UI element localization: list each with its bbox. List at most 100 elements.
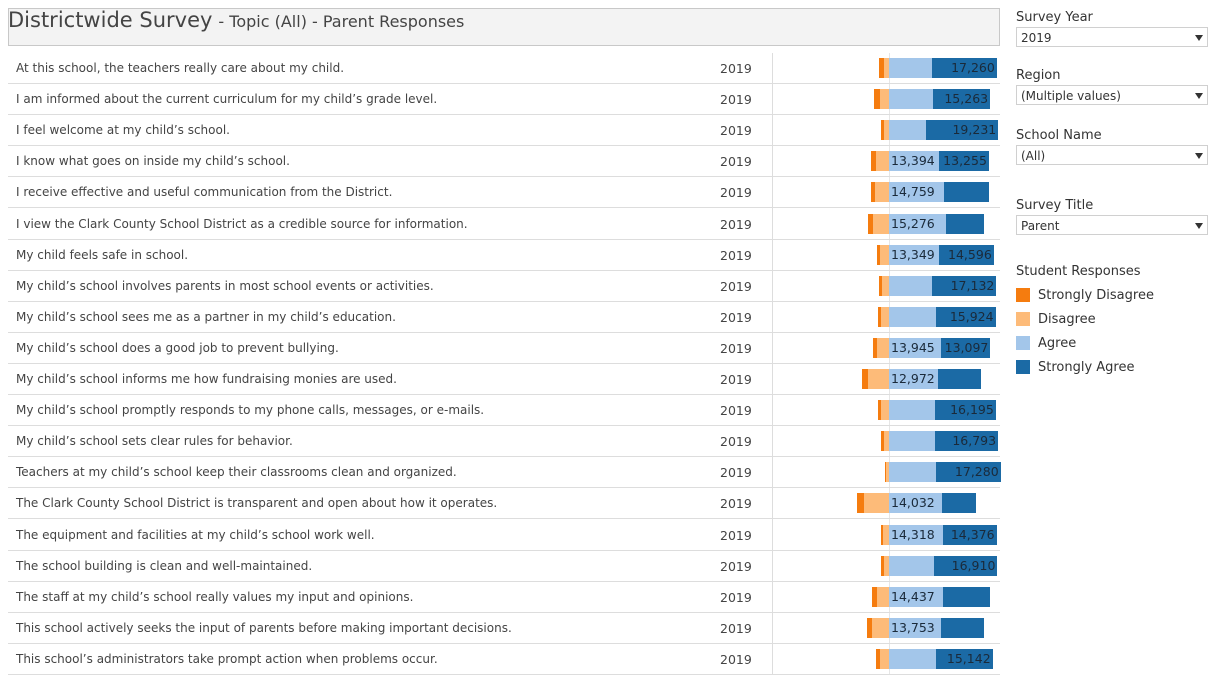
question: The Clark County School District is tran… bbox=[16, 496, 498, 511]
bar-segment bbox=[889, 369, 938, 389]
dropdown-arrow bbox=[1195, 93, 1203, 99]
bar-segment bbox=[889, 617, 941, 638]
question: I know what goes on inside my child’s sc… bbox=[16, 154, 290, 169]
bar-segment bbox=[862, 369, 868, 389]
bar-label: 15,276 bbox=[891, 215, 935, 231]
bar-segment bbox=[932, 275, 997, 296]
bar-segment bbox=[880, 648, 889, 669]
bar-segment bbox=[889, 555, 934, 576]
bar-segment bbox=[884, 555, 889, 576]
filter-value: (All) bbox=[1021, 149, 1046, 163]
year: 2019 bbox=[720, 558, 752, 574]
bar-segment bbox=[889, 244, 940, 265]
bar-label: 14,032 bbox=[891, 495, 935, 511]
bar-segment bbox=[889, 120, 927, 141]
bar-segment bbox=[881, 120, 885, 141]
arrow-shape bbox=[1195, 35, 1203, 41]
year: 2019 bbox=[720, 247, 752, 263]
survey-row: This school’s administrators take prompt… bbox=[8, 644, 1000, 675]
question: I am informed about the current curricul… bbox=[16, 92, 438, 107]
bar-segment bbox=[934, 555, 998, 576]
bar-label: 12,972 bbox=[891, 371, 935, 386]
legend-item: Disagree bbox=[1016, 307, 1154, 331]
bar-segment bbox=[875, 182, 889, 203]
question: I view the Clark County School District … bbox=[16, 216, 468, 231]
question: This school’s administrators take prompt… bbox=[16, 651, 438, 666]
question: My child’s school does a good job to pre… bbox=[16, 340, 339, 355]
bar-segment bbox=[879, 58, 885, 78]
year: 2019 bbox=[720, 403, 752, 419]
year: 2019 bbox=[720, 61, 752, 76]
filter-dropdown[interactable]: Parent bbox=[1016, 215, 1208, 235]
bar-segment bbox=[942, 524, 997, 545]
bar-segment bbox=[875, 151, 889, 172]
question: My child feels safe in school. bbox=[16, 247, 189, 262]
bar-segment bbox=[877, 337, 889, 358]
question: This school actively seeks the input of … bbox=[16, 620, 512, 635]
bar-segment bbox=[881, 524, 883, 545]
center-line bbox=[889, 53, 890, 675]
legend-swatch bbox=[1016, 312, 1030, 326]
bar-segment bbox=[889, 151, 940, 172]
bar-label: 13,394 bbox=[891, 153, 935, 169]
year: 2019 bbox=[720, 278, 752, 294]
question: The equipment and facilities at my child… bbox=[16, 527, 375, 542]
filter-value: Parent bbox=[1021, 219, 1060, 233]
bar-label: 13,945 bbox=[891, 339, 935, 355]
bar-segment bbox=[935, 431, 999, 452]
bar-label: 14,759 bbox=[891, 184, 935, 200]
bar-segment bbox=[867, 617, 873, 638]
survey-row: The Clark County School District is tran… bbox=[8, 488, 1000, 520]
bar-segment bbox=[889, 493, 942, 514]
bar-segment bbox=[941, 493, 976, 514]
column-divider bbox=[772, 53, 773, 675]
question: The school building is clean and well-ma… bbox=[16, 558, 313, 573]
bar-label: 16,195 bbox=[950, 402, 994, 418]
question: My child’s school informs me how fundrai… bbox=[16, 372, 397, 386]
question: My child’s school sets clear rules for b… bbox=[16, 434, 293, 449]
bar-segment bbox=[889, 431, 936, 452]
bar-segment bbox=[883, 524, 889, 545]
filter-value: (Multiple values) bbox=[1021, 89, 1121, 103]
filter-dropdown[interactable]: (All) bbox=[1016, 145, 1208, 165]
bar-label: 14,596 bbox=[948, 246, 992, 262]
question: Teachers at my child’s school keep their… bbox=[16, 465, 457, 480]
bar-label: 17,132 bbox=[950, 277, 995, 293]
legend-label: Strongly Disagree bbox=[1038, 287, 1154, 303]
arrow-shape bbox=[1195, 153, 1203, 159]
year: 2019 bbox=[720, 123, 752, 139]
bar-label: 17,260 bbox=[951, 60, 995, 75]
bar-segment bbox=[871, 182, 876, 203]
filter-dropdown[interactable]: 2019 bbox=[1016, 27, 1208, 47]
survey-row: My child’s school sets clear rules for b… bbox=[8, 426, 1000, 458]
bar-segment bbox=[889, 213, 947, 234]
bar-segment bbox=[874, 89, 880, 110]
year: 2019 bbox=[720, 465, 752, 481]
survey-row: The staff at my child’s school really va… bbox=[8, 582, 1000, 613]
filter-value: 2019 bbox=[1021, 31, 1052, 45]
bar-segment bbox=[884, 120, 889, 141]
bar-segment bbox=[944, 182, 990, 203]
bar-segment bbox=[946, 213, 985, 234]
bar-segment bbox=[932, 58, 997, 78]
survey-row: I am informed about the current curricul… bbox=[8, 84, 1000, 116]
bar-label: 14,376 bbox=[950, 526, 995, 542]
year: 2019 bbox=[720, 589, 752, 605]
dropdown-arrow bbox=[1195, 153, 1203, 159]
dropdown-arrow bbox=[1195, 35, 1203, 41]
bar-segment bbox=[872, 586, 877, 607]
bar-segment bbox=[877, 244, 880, 265]
survey-row: I feel welcome at my child’s school. 2019… bbox=[8, 115, 1000, 147]
bar-segment bbox=[926, 120, 999, 141]
legend-label: Strongly Agree bbox=[1038, 359, 1135, 375]
filter-label: Region bbox=[1016, 68, 1061, 83]
bar-segment bbox=[877, 586, 889, 607]
legend-swatch bbox=[1016, 360, 1030, 374]
legend-item: Strongly Agree bbox=[1016, 355, 1154, 379]
bar-segment bbox=[941, 337, 991, 358]
filter-dropdown[interactable]: (Multiple values) bbox=[1016, 85, 1208, 105]
title-text: Districtwide Survey bbox=[8, 8, 213, 32]
bar-segment bbox=[872, 337, 877, 358]
bar-segment bbox=[856, 493, 864, 514]
survey-row: Teachers at my child’s school keep their… bbox=[8, 457, 1001, 489]
